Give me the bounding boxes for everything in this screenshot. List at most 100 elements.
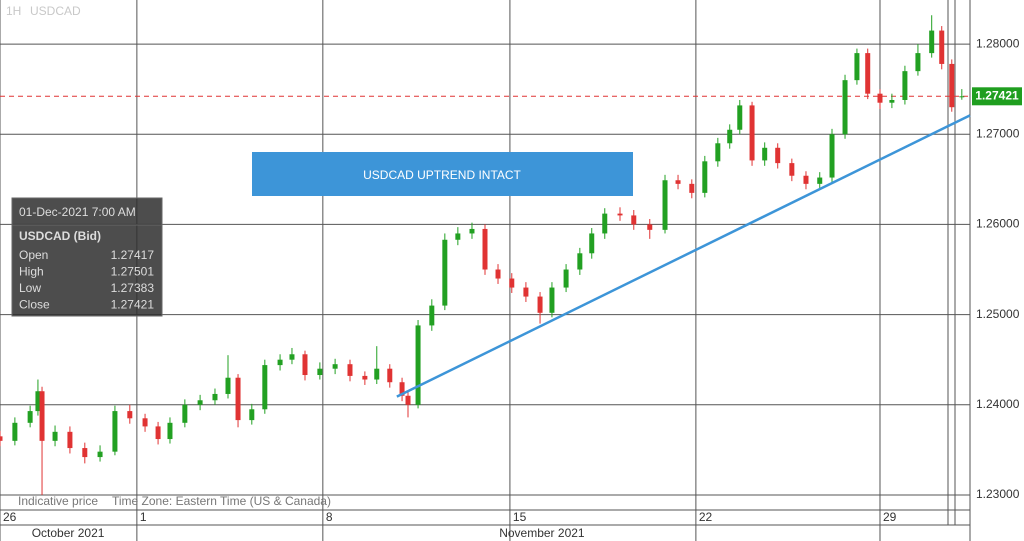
candle-body bbox=[374, 368, 380, 380]
candle-body bbox=[647, 224, 653, 230]
y-tick-label: 1.26000 bbox=[976, 217, 1020, 231]
candle-body bbox=[523, 287, 529, 297]
month-label: November 2021 bbox=[499, 526, 585, 540]
candle-body bbox=[387, 368, 393, 383]
symbol-label: USDCAD bbox=[30, 4, 81, 18]
candle-body bbox=[537, 296, 543, 313]
candle-body bbox=[249, 409, 255, 421]
candle-body bbox=[842, 80, 848, 135]
candle-body bbox=[332, 364, 338, 369]
candle-body bbox=[262, 365, 268, 410]
candle-body bbox=[52, 431, 58, 441]
candle-body bbox=[415, 325, 421, 405]
x-tick-label: 8 bbox=[326, 510, 333, 524]
candle-body bbox=[675, 180, 681, 184]
candle-body bbox=[762, 147, 768, 161]
candle-body bbox=[617, 213, 623, 216]
candle-body bbox=[689, 183, 695, 193]
tooltip-time: 01-Dec-2021 7:00 AM bbox=[19, 205, 136, 219]
candle-body bbox=[959, 96, 965, 98]
y-tick-label: 1.24000 bbox=[976, 397, 1020, 411]
candle-body bbox=[939, 30, 945, 64]
tooltip-row-label: Open bbox=[19, 248, 48, 262]
candle-body bbox=[27, 411, 33, 423]
candle-body bbox=[509, 278, 515, 288]
candle-body bbox=[142, 418, 148, 427]
candle-body bbox=[702, 161, 708, 193]
candle-body bbox=[715, 143, 721, 162]
candle-body bbox=[789, 163, 795, 176]
candle-body bbox=[877, 93, 883, 103]
candle-body bbox=[949, 63, 955, 108]
candle-body bbox=[589, 233, 595, 254]
candle-body bbox=[563, 269, 569, 288]
x-tick-label: 22 bbox=[699, 510, 713, 524]
candle-body bbox=[577, 253, 583, 270]
candle-body bbox=[902, 71, 908, 100]
candle-body bbox=[155, 426, 161, 440]
month-label: October 2021 bbox=[32, 526, 105, 540]
annotation-text: USDCAD UPTREND INTACT bbox=[363, 168, 521, 182]
candle-body bbox=[602, 213, 608, 234]
candle-body bbox=[0, 436, 3, 441]
candle-body bbox=[829, 134, 835, 178]
candle-body bbox=[775, 147, 781, 164]
candle-body bbox=[399, 382, 405, 396]
candle-body bbox=[405, 395, 411, 405]
candle-body bbox=[455, 233, 461, 240]
candle-body bbox=[662, 180, 668, 230]
candle-body bbox=[362, 375, 368, 380]
candle-body bbox=[82, 448, 88, 458]
candle-body bbox=[277, 359, 283, 366]
tooltip-row-value: 1.27383 bbox=[111, 281, 155, 295]
candle-body bbox=[854, 53, 860, 81]
candle-body bbox=[302, 354, 308, 376]
candle-body bbox=[549, 287, 555, 313]
candle-body bbox=[727, 129, 733, 144]
x-tick-label: 1 bbox=[140, 510, 147, 524]
x-tick-label: 26 bbox=[3, 510, 17, 524]
last-price-label: 1.27421 bbox=[975, 88, 1019, 102]
trendline bbox=[396, 114, 971, 398]
interval-label: 1H bbox=[6, 4, 21, 18]
tooltip-row-label: High bbox=[19, 265, 44, 279]
y-tick-label: 1.25000 bbox=[976, 307, 1020, 321]
tooltip-row-label: Close bbox=[19, 298, 50, 312]
candle-body bbox=[127, 411, 133, 419]
candle-body bbox=[495, 269, 501, 279]
candle-body bbox=[737, 105, 743, 130]
candle-body bbox=[889, 99, 895, 103]
tooltip-row-label: Low bbox=[19, 281, 41, 295]
candle-body bbox=[469, 228, 475, 234]
candle-body bbox=[482, 228, 488, 270]
candle-body bbox=[39, 391, 45, 441]
y-tick-label: 1.28000 bbox=[976, 36, 1020, 50]
footer-text: Indicative price bbox=[18, 494, 98, 508]
last-price-box bbox=[972, 87, 1022, 106]
candle-body bbox=[35, 391, 41, 412]
x-tick-label: 29 bbox=[883, 510, 897, 524]
candle-body bbox=[97, 451, 103, 458]
tooltip-row-value: 1.27417 bbox=[111, 248, 155, 262]
candle-body bbox=[225, 377, 231, 394]
candle-body bbox=[817, 177, 823, 184]
candle-body bbox=[67, 431, 73, 449]
candle-body bbox=[915, 53, 921, 72]
candle-body bbox=[12, 422, 18, 441]
candle-body bbox=[929, 30, 935, 54]
y-tick-label: 1.23000 bbox=[976, 487, 1020, 501]
x-tick-label: 15 bbox=[513, 510, 527, 524]
tooltip-row-value: 1.27501 bbox=[111, 265, 155, 279]
candle-body bbox=[235, 377, 241, 421]
footer-text: Time Zone: Eastern Time (US & Canada) bbox=[112, 494, 331, 508]
tooltip-instrument: USDCAD (Bid) bbox=[19, 229, 101, 243]
candle-body bbox=[865, 53, 871, 94]
candle-body bbox=[347, 364, 353, 376]
candle-body bbox=[749, 105, 755, 161]
candle-body bbox=[317, 368, 323, 376]
candle-body bbox=[182, 404, 188, 423]
candle-body bbox=[429, 305, 435, 326]
annotation-box bbox=[252, 152, 633, 196]
